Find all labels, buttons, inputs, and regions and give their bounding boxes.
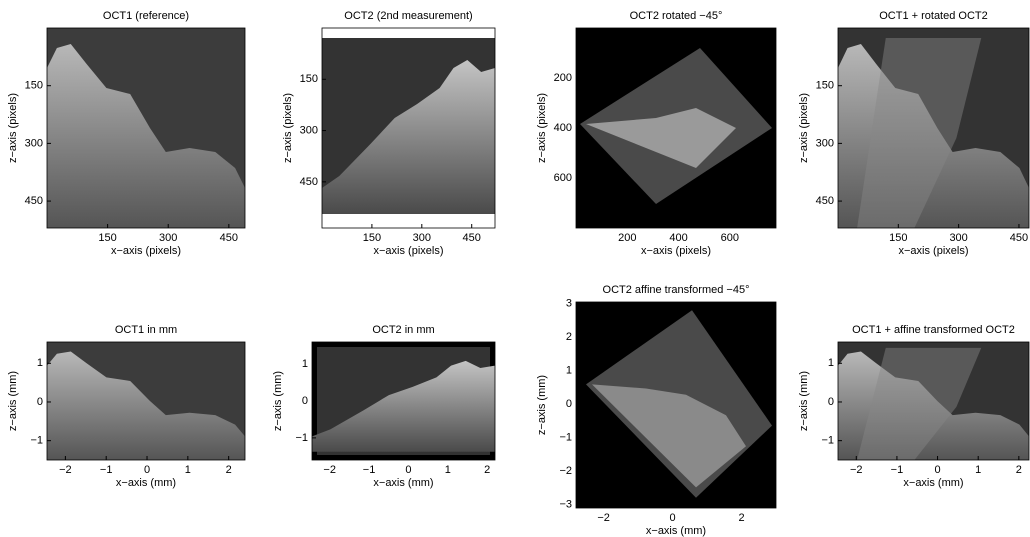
y-axis-label: z−axis (mm) — [536, 375, 548, 435]
y-axis-label: z−axis (pixels) — [7, 93, 19, 163]
x-axis-label: x−axis (mm) — [116, 477, 176, 489]
x-tick-label: 450 — [220, 232, 238, 244]
y-tick-label: 300 — [816, 137, 834, 149]
y-tick-label: 150 — [816, 80, 834, 92]
x-axis-label: x−axis (pixels) — [111, 245, 181, 257]
panel: −2 0 2 −3 −2 −1 0 1 2 3 OCT2 affine transformed −4… — [536, 284, 776, 537]
x-tick-label: −1 — [363, 464, 376, 476]
x-tick-label: 600 — [721, 232, 739, 244]
panel-title: OCT1 in mm — [115, 324, 177, 336]
y-tick-label: 450 — [25, 195, 43, 207]
x-tick-label: −1 — [891, 464, 904, 476]
figure: 150300450150300450OCT1 (reference)x−axis… — [0, 0, 1030, 537]
panel: 150 300 450 150 300 450 OCT1 (reference) x−axis… — [7, 10, 245, 257]
y-tick-label: 400 — [554, 122, 572, 134]
panel-title: OCT2 affine transformed −45° — [603, 284, 750, 296]
y-tick-label: 150 — [300, 73, 318, 85]
y-tick-label: 300 — [25, 137, 43, 149]
y-tick-label: 450 — [300, 176, 318, 188]
x-tick-label: 300 — [413, 232, 431, 244]
y-tick-label: 0 — [37, 396, 43, 408]
x-tick-label: 300 — [159, 232, 177, 244]
y-tick-label: 450 — [816, 195, 834, 207]
x-tick-label: 1 — [445, 464, 451, 476]
y-tick-label: −2 — [559, 465, 572, 477]
y-tick-label: 1 — [566, 365, 572, 377]
y-tick-label: 2 — [566, 331, 572, 343]
y-axis-label: z−axis (mm) — [272, 371, 284, 431]
x-tick-label: −2 — [323, 464, 336, 476]
panel-title: OCT1 (reference) — [103, 10, 189, 22]
y-tick-label: 600 — [554, 172, 572, 184]
y-tick-label: 150 — [25, 80, 43, 92]
x-axis-label: x−axis (mm) — [646, 525, 706, 537]
x-tick-label: 300 — [949, 232, 967, 244]
panel: −2 −1 0 1 2 −1 0 1 OCT2 in mm x−axis (mm) z−axis (… — [272, 324, 495, 489]
panel: −2 −1 0 1 2 −1 0 1 OCT1 in mm x−axis (mm) z−axis (… — [7, 324, 245, 489]
x-tick-label: −2 — [597, 512, 610, 524]
x-axis-label: x−axis (pixels) — [899, 245, 969, 257]
x-axis-label: x−axis (mm) — [903, 477, 963, 489]
panel-title: OCT1 + rotated OCT2 — [879, 10, 988, 22]
panel-title: OCT2 (2nd measurement) — [344, 10, 472, 22]
y-tick-label: 300 — [300, 124, 318, 136]
x-tick-label: 2 — [1016, 464, 1022, 476]
x-tick-label: 0 — [935, 464, 941, 476]
y-tick-label: −1 — [30, 435, 43, 447]
x-tick-label: 150 — [98, 232, 116, 244]
panel-title: OCT2 rotated −45° — [630, 10, 723, 22]
x-tick-label: 200 — [618, 232, 636, 244]
x-axis-label: x−axis (pixels) — [374, 245, 444, 257]
x-tick-label: −2 — [850, 464, 863, 476]
x-tick-label: 400 — [669, 232, 687, 244]
y-axis-label: z−axis (pixels) — [536, 93, 548, 163]
y-tick-label: 0 — [566, 398, 572, 410]
x-tick-label: 0 — [144, 464, 150, 476]
y-tick-label: −1 — [821, 435, 834, 447]
x-axis-label: x−axis (pixels) — [641, 245, 711, 257]
x-tick-label: 0 — [405, 464, 411, 476]
x-tick-label: 2 — [484, 464, 490, 476]
y-tick-label: −1 — [559, 432, 572, 444]
y-tick-label: 200 — [554, 72, 572, 84]
y-tick-label: 0 — [302, 395, 308, 407]
y-tick-label: 0 — [828, 396, 834, 408]
panel: −2 −1 0 1 2 −1 0 1 OCT1 + affine transformed OCT… — [798, 324, 1029, 489]
y-axis-label: z−axis (pixels) — [798, 93, 810, 163]
y-tick-label: −3 — [559, 499, 572, 511]
x-tick-label: 150 — [889, 232, 907, 244]
x-tick-label: 150 — [363, 232, 381, 244]
y-axis-label: z−axis (mm) — [7, 371, 19, 431]
panel-title: OCT2 in mm — [372, 324, 434, 336]
panel: 150 300 450 150 300 450 OCT1 + rotated OCT2 x−a… — [798, 10, 1029, 257]
y-tick-label: −1 — [295, 432, 308, 444]
y-axis-label: z−axis (mm) — [798, 371, 810, 431]
y-tick-label: 1 — [302, 358, 308, 370]
panel-title: OCT1 + affine transformed OCT2 — [852, 324, 1015, 336]
x-tick-label: 0 — [669, 512, 675, 524]
y-tick-label: 1 — [37, 357, 43, 369]
x-tick-label: 1 — [185, 464, 191, 476]
x-axis-label: x−axis (mm) — [373, 477, 433, 489]
x-tick-label: 2 — [738, 512, 744, 524]
x-tick-label: −2 — [59, 464, 72, 476]
panel: 200 400 600 200 400 600 OCT2 rotated −45° x−axi… — [536, 10, 776, 257]
y-tick-label: 1 — [828, 357, 834, 369]
y-tick-label: 3 — [566, 298, 572, 310]
x-tick-label: 450 — [1010, 232, 1028, 244]
x-tick-label: 2 — [226, 464, 232, 476]
y-axis-label: z−axis (pixels) — [282, 93, 294, 163]
x-tick-label: −1 — [100, 464, 113, 476]
panel: 150 300 450 150 300 450 OCT2 (2nd measurement)… — [282, 10, 495, 257]
x-tick-label: 1 — [975, 464, 981, 476]
x-tick-label: 450 — [463, 232, 481, 244]
